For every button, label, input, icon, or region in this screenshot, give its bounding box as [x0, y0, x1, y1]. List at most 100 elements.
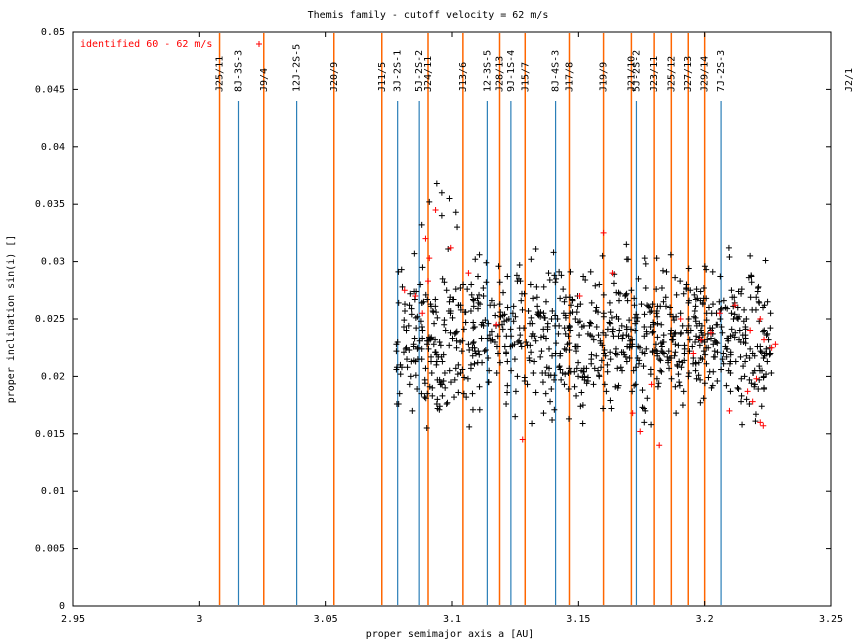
- data-point: [697, 376, 704, 383]
- identified-point: [637, 428, 644, 435]
- data-point: [635, 343, 642, 350]
- data-point: [486, 332, 493, 339]
- data-point: [447, 329, 454, 336]
- data-point: [431, 320, 438, 327]
- data-point: [676, 382, 683, 389]
- data-point: [579, 374, 586, 381]
- data-point: [717, 316, 724, 322]
- data-point: [480, 293, 487, 300]
- data-point: [654, 383, 661, 390]
- data-point: [616, 297, 623, 304]
- data-point: [634, 355, 641, 362]
- data-point: [702, 351, 709, 358]
- data-point: [601, 381, 608, 388]
- data-point: [447, 379, 454, 386]
- data-point: [469, 390, 476, 397]
- data-point: [471, 344, 478, 351]
- y-tick-label: 0.01: [41, 486, 65, 497]
- data-point: [547, 372, 554, 379]
- data-point: [476, 351, 483, 358]
- data-point: [653, 286, 660, 293]
- data-point: [727, 388, 734, 395]
- data-point: [551, 272, 558, 279]
- data-point: [716, 298, 723, 305]
- data-point: [476, 383, 483, 390]
- data-point: [746, 355, 753, 362]
- data-point: [667, 251, 674, 258]
- data-point: [657, 357, 664, 364]
- data-point: [593, 324, 600, 331]
- data-point: [575, 319, 582, 326]
- data-point: [692, 296, 699, 303]
- data-point: [449, 335, 456, 342]
- data-point: [438, 212, 445, 219]
- data-point: [687, 287, 694, 294]
- data-point: [678, 364, 685, 371]
- data-point: [580, 368, 587, 375]
- identified-point: [432, 206, 439, 213]
- x-tick-label: 3.05: [314, 614, 338, 625]
- data-point: [413, 325, 420, 332]
- data-point: [656, 356, 663, 363]
- data-point: [434, 405, 441, 412]
- data-point: [571, 368, 578, 375]
- data-point: [727, 349, 734, 356]
- data-point: [685, 373, 692, 380]
- data-point: [426, 198, 433, 205]
- data-point: [739, 421, 746, 428]
- data-point: [685, 265, 692, 272]
- data-point: [755, 298, 762, 305]
- chart-title: Themis family - cutoff velocity = 62 m/s: [308, 10, 549, 21]
- data-point: [725, 244, 732, 251]
- data-point: [672, 383, 679, 390]
- data-point: [557, 295, 564, 302]
- data-point: [466, 423, 473, 430]
- data-point: [565, 415, 572, 422]
- data-point: [458, 348, 465, 355]
- data-point: [650, 328, 657, 335]
- mmr-label: J21/10: [626, 56, 637, 92]
- data-point: [731, 311, 738, 318]
- data-point: [767, 325, 774, 332]
- data-point: [718, 324, 725, 331]
- data-point: [623, 358, 630, 365]
- data-point: [671, 317, 678, 324]
- data-point: [449, 314, 456, 321]
- data-point: [634, 314, 641, 321]
- data-point: [408, 311, 415, 318]
- data-point: [665, 357, 672, 364]
- data-point: [714, 377, 721, 384]
- data-point: [565, 369, 572, 376]
- data-point: [411, 250, 418, 257]
- data-point: [421, 376, 428, 383]
- data-point: [623, 290, 630, 297]
- data-point: [497, 313, 504, 320]
- data-point: [635, 360, 642, 367]
- y-tick-label: 0.035: [35, 199, 65, 210]
- data-point: [613, 289, 620, 296]
- data-point: [463, 394, 470, 401]
- resonance-lines: [218, 33, 722, 605]
- data-point: [612, 383, 619, 390]
- data-point: [700, 348, 707, 355]
- data-point: [618, 349, 625, 356]
- identified-point: [576, 293, 583, 300]
- data-point: [633, 311, 640, 318]
- data-point: [588, 333, 595, 340]
- data-point: [677, 310, 684, 317]
- data-point: [575, 373, 582, 380]
- data-point: [709, 382, 716, 389]
- data-point: [517, 278, 524, 285]
- data-point: [660, 350, 667, 357]
- data-point: [763, 332, 770, 339]
- data-point: [640, 363, 647, 370]
- data-point: [624, 297, 631, 304]
- data-point: [653, 307, 660, 314]
- data-point: [628, 287, 635, 294]
- data-point: [433, 309, 440, 316]
- data-point: [749, 306, 756, 313]
- data-point: [671, 352, 678, 359]
- data-point: [440, 377, 447, 384]
- data-point: [558, 272, 565, 279]
- data-point: [675, 342, 682, 349]
